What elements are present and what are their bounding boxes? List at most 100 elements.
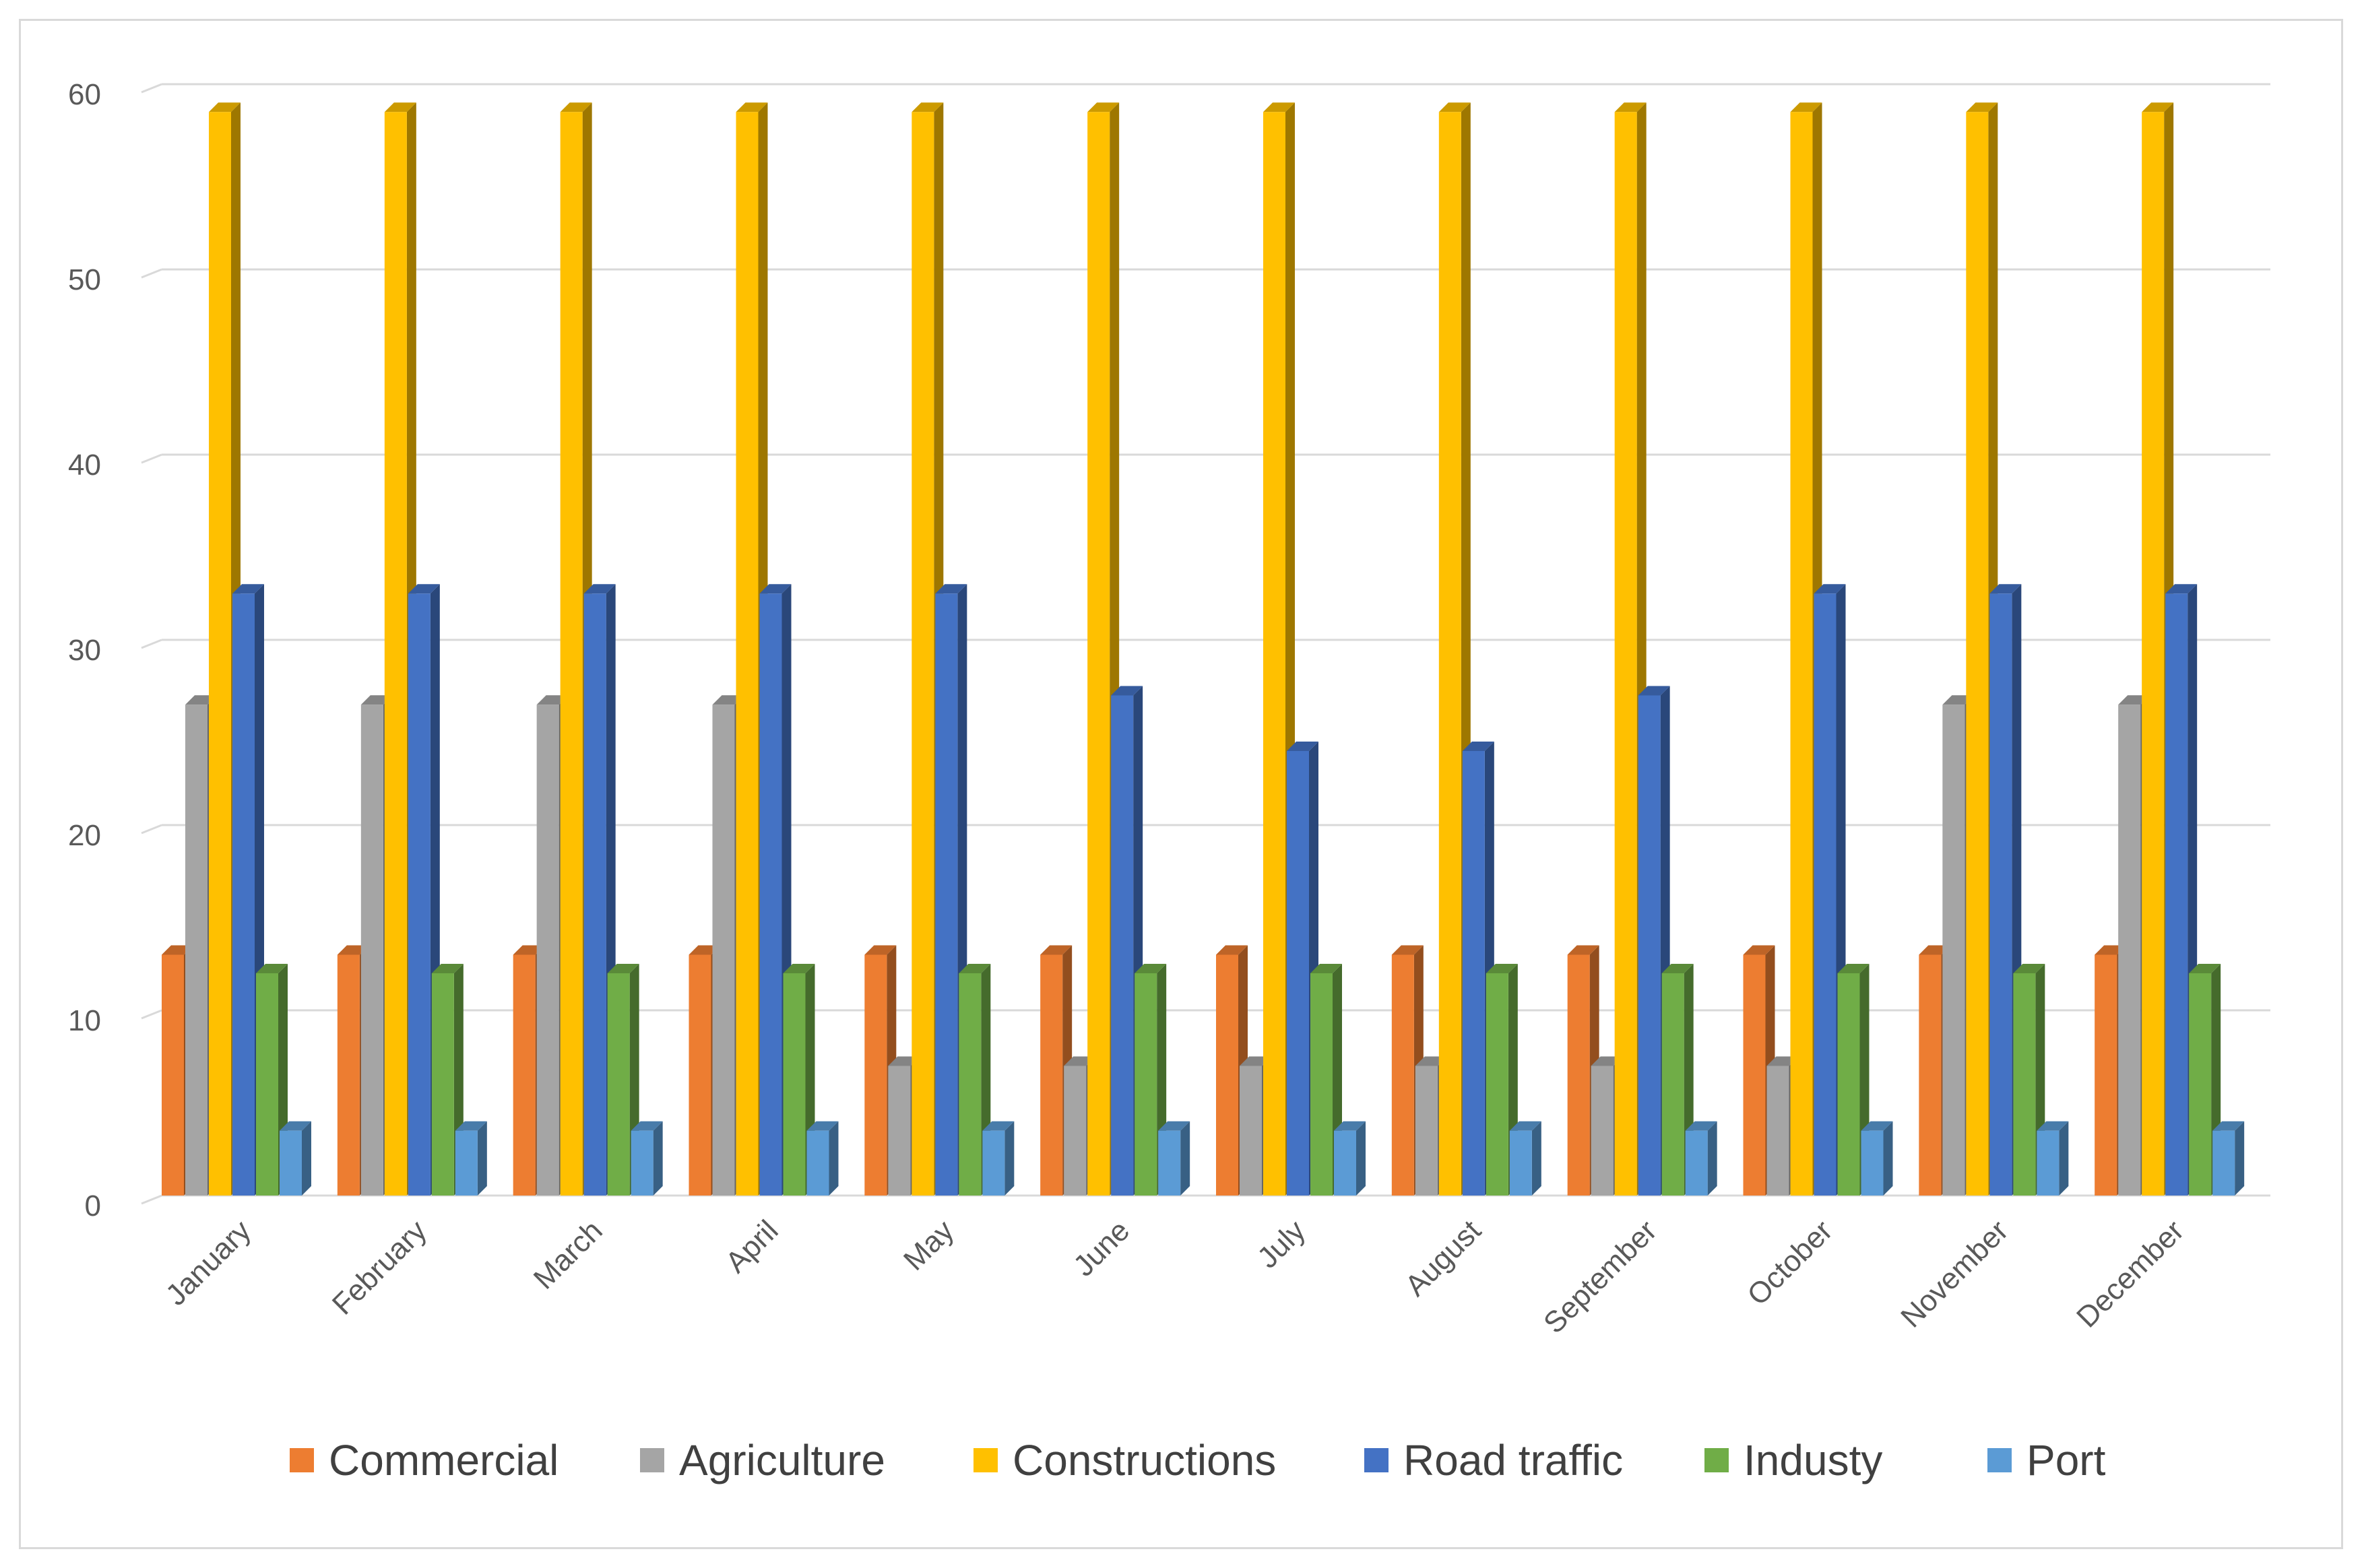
bar-top xyxy=(607,964,639,973)
bar-top xyxy=(1638,686,1670,696)
bar xyxy=(431,973,454,1196)
bar-top xyxy=(1567,945,1599,955)
bar xyxy=(256,973,278,1196)
bar xyxy=(513,954,536,1196)
bar xyxy=(1814,593,1837,1196)
bar xyxy=(2118,705,2141,1196)
legend-label: Constructions xyxy=(1013,1436,1276,1484)
y-tick-label: 20 xyxy=(68,819,101,852)
bar-top xyxy=(2037,1121,2069,1131)
bar xyxy=(384,112,407,1196)
bar-top xyxy=(631,1121,663,1131)
bar-top xyxy=(209,102,241,112)
bar-side xyxy=(302,1121,311,1196)
bar xyxy=(360,705,383,1196)
bar xyxy=(1591,1066,1614,1196)
bar-top xyxy=(1438,102,1471,112)
bar-top xyxy=(864,945,897,955)
bar xyxy=(1415,1066,1438,1196)
bar-top xyxy=(1614,102,1647,112)
bar xyxy=(2165,593,2188,1196)
bar xyxy=(783,973,806,1196)
bar-top xyxy=(912,102,944,112)
bar-top xyxy=(982,1121,1015,1131)
bar xyxy=(736,112,759,1196)
bar-top xyxy=(1111,686,1143,696)
legend-swatch xyxy=(640,1448,664,1472)
bar xyxy=(631,1130,653,1196)
x-tick-label: May xyxy=(897,1214,960,1276)
bar-top xyxy=(583,584,616,594)
y-tick-label: 30 xyxy=(68,634,101,667)
bar xyxy=(864,954,887,1196)
bar-top xyxy=(2165,584,2198,594)
x-tick-label: December xyxy=(2070,1214,2190,1334)
gridline-depth xyxy=(141,824,162,835)
bar xyxy=(806,1130,829,1196)
bar-top xyxy=(1040,945,1073,955)
bar-top xyxy=(1287,742,1318,751)
bar-top xyxy=(1263,102,1295,112)
gridline-depth xyxy=(141,83,162,94)
legend-swatch xyxy=(1704,1448,1729,1472)
bar-side xyxy=(1004,1121,1015,1196)
x-tick-label: September xyxy=(1537,1214,1663,1340)
bar xyxy=(1743,954,1766,1196)
bar xyxy=(280,1130,302,1196)
bar-top xyxy=(1509,1121,1541,1131)
bar-top xyxy=(1135,964,1167,973)
legend-label: Industy xyxy=(1744,1436,1882,1484)
bar-top xyxy=(232,584,264,594)
bar xyxy=(1263,112,1285,1196)
legend-swatch xyxy=(290,1448,314,1472)
bar-top xyxy=(2013,964,2045,973)
bar xyxy=(1310,973,1333,1196)
legend-label: Port xyxy=(2026,1436,2106,1484)
bar xyxy=(337,954,360,1196)
bar xyxy=(1685,1130,1708,1196)
bar xyxy=(1567,954,1590,1196)
bar xyxy=(935,593,958,1196)
bar-top xyxy=(280,1121,311,1131)
bar xyxy=(1638,695,1661,1196)
bar xyxy=(2189,973,2212,1196)
bar-top xyxy=(1661,964,1694,973)
bar-top xyxy=(384,102,416,112)
bar xyxy=(888,1066,911,1196)
bar-top xyxy=(1216,945,1248,955)
bar-side xyxy=(829,1121,839,1196)
bar xyxy=(455,1130,478,1196)
bar-side xyxy=(1707,1121,1717,1196)
bar-top xyxy=(408,584,440,594)
bar xyxy=(1509,1130,1532,1196)
bar xyxy=(1334,1130,1356,1196)
x-tick-label: April xyxy=(720,1214,785,1279)
bar xyxy=(1966,112,1989,1196)
bar-top xyxy=(1790,102,1822,112)
legend-swatch xyxy=(1364,1448,1389,1472)
bar xyxy=(1391,954,1414,1196)
bar-side xyxy=(1531,1121,1541,1196)
bar-top xyxy=(2189,964,2221,973)
y-tick-label: 60 xyxy=(68,78,101,111)
bar xyxy=(912,112,934,1196)
bar xyxy=(1790,112,1813,1196)
y-tick-label: 0 xyxy=(85,1189,101,1222)
bar xyxy=(607,973,630,1196)
bar xyxy=(1040,954,1063,1196)
bar xyxy=(2142,112,2165,1196)
legend-swatch xyxy=(973,1448,998,1472)
bar xyxy=(1216,954,1238,1196)
bar-top xyxy=(736,102,768,112)
bar-side xyxy=(1180,1121,1190,1196)
bar xyxy=(1661,973,1684,1196)
gridline-depth xyxy=(141,453,162,464)
x-tick-label: August xyxy=(1399,1214,1488,1303)
legend-label: Commercial xyxy=(329,1436,558,1484)
bar-side xyxy=(1356,1121,1366,1196)
bar xyxy=(1111,695,1134,1196)
x-tick-label: June xyxy=(1067,1214,1136,1282)
bar-top xyxy=(256,964,288,973)
bar-top xyxy=(560,102,592,112)
